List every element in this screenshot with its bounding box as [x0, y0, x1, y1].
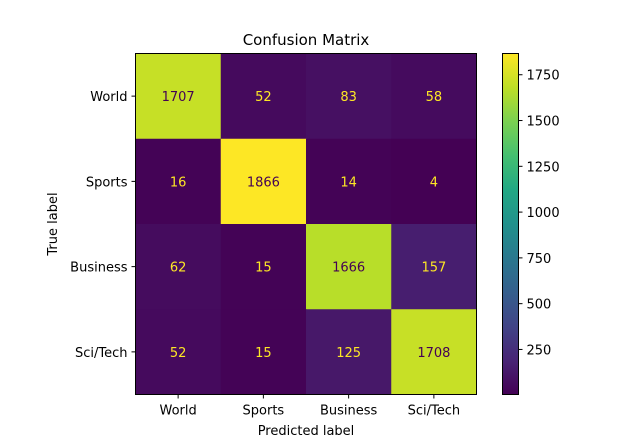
heatmap-cell: [135, 309, 222, 395]
heatmap-cell: [135, 224, 222, 310]
heatmap-cell: [306, 138, 392, 225]
cell-value-label: 1708: [417, 346, 450, 361]
colorbar-tick-label: 1750: [527, 69, 560, 84]
heatmap-cell: [220, 224, 307, 310]
heatmap-cell: [306, 53, 392, 140]
heatmap-cell: [391, 138, 477, 225]
cell-value-label: 52: [170, 346, 187, 361]
cell-value-label: 14: [340, 175, 357, 190]
colorbar-tick-label: 750: [527, 252, 552, 267]
cell-value-label: 52: [255, 90, 272, 105]
colorbar-tick-label: 250: [527, 343, 552, 358]
colorbar-tick-label: 1000: [527, 206, 560, 221]
cell-value-label: 4: [430, 175, 438, 190]
y-tick-label: Sports: [86, 175, 128, 190]
heatmap-cell: [306, 309, 392, 395]
colorbar-tick-label: 500: [527, 298, 552, 313]
x-tick-label: Sports: [243, 404, 285, 419]
cell-value-label: 15: [255, 261, 272, 276]
heatmap-cell: [220, 53, 307, 140]
cell-value-label: 1707: [162, 90, 195, 105]
chart-title: Confusion Matrix: [243, 31, 370, 49]
heatmap-cell: [135, 53, 222, 140]
cell-value-label: 16: [170, 175, 187, 190]
y-axis-label: True label: [46, 192, 61, 256]
heatmap-cell: [391, 309, 477, 395]
cell-value-label: 62: [170, 261, 187, 276]
cell-value-label: 1866: [247, 175, 280, 190]
colorbar-ticks: 250 500 750 1000 1250 1500 1750: [518, 69, 560, 358]
colorbar-tick-label: 1250: [527, 160, 560, 175]
x-tick-label: Sci/Tech: [408, 404, 461, 419]
x-axis-ticks: World Sports Business Sci/Tech: [159, 394, 461, 419]
y-tick-label: Sci/Tech: [75, 346, 128, 361]
heatmap-cell: [391, 224, 477, 310]
cell-value-label: 157: [421, 261, 446, 276]
cell-value-label: 83: [340, 90, 357, 105]
heatmap-cell: [135, 138, 222, 225]
colorbar: [502, 53, 519, 395]
heatmap-cell: [220, 138, 307, 225]
heatmap-cells: [135, 53, 477, 395]
cell-value-labels: 1707 52 83 58 16 1866 14 4 62 15 1666 157 52 15 125 170…: [162, 90, 451, 361]
y-tick-label: Business: [70, 261, 128, 276]
plot-frame: [135, 53, 477, 395]
x-axis-label: Predicted label: [258, 424, 355, 439]
cell-value-label: 125: [336, 346, 361, 361]
heatmap-cell: [306, 224, 392, 310]
y-tick-label: World: [90, 90, 127, 105]
heatmap-cell: [391, 53, 477, 140]
heatmap-cell: [220, 309, 307, 395]
x-tick-label: World: [159, 404, 196, 419]
colorbar-tick-label: 1500: [527, 115, 560, 130]
x-tick-label: Business: [320, 404, 378, 419]
cell-value-label: 58: [426, 90, 443, 105]
cell-value-label: 1666: [332, 261, 365, 276]
cell-value-label: 15: [255, 346, 272, 361]
y-axis-ticks: World Sports Business Sci/Tech: [70, 90, 136, 361]
